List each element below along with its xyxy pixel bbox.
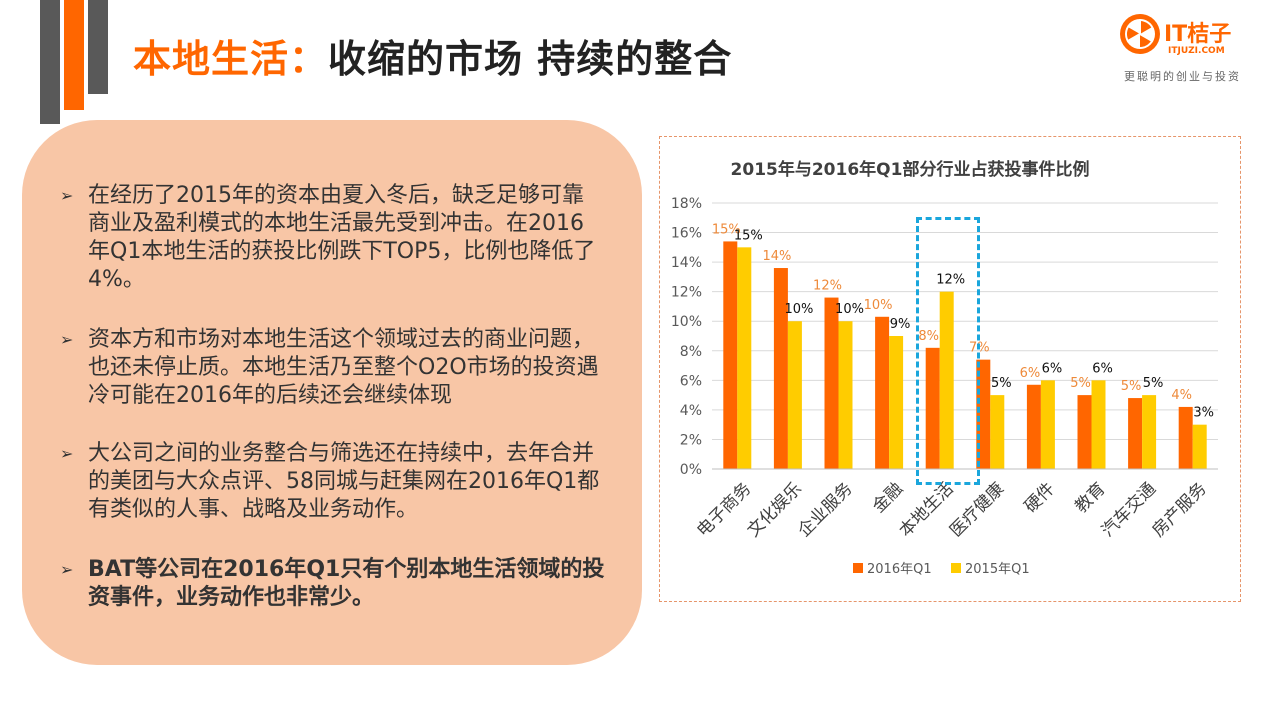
highlight-box-local-life	[916, 217, 980, 485]
bar-2015q1	[939, 291, 954, 469]
page-title-topic: 本地生活：	[133, 37, 329, 81]
y-tick-label: 10%	[671, 314, 702, 330]
chart-title: 2015年与2016年Q1部分行业占获投事件比例	[731, 159, 1090, 180]
data-label-2015q1: 6%	[1092, 361, 1113, 376]
bar-2016q1	[1128, 398, 1143, 469]
data-label-2015q1: 5%	[1143, 376, 1164, 391]
bar-2016q1	[925, 347, 940, 469]
data-label-2016q1: 15%	[712, 222, 741, 237]
legend-swatch-2015q1	[951, 563, 961, 573]
data-label-2015q1: 6%	[1042, 361, 1063, 376]
bar-2015q1	[889, 336, 904, 469]
x-tick-label: 教育	[1071, 479, 1109, 517]
x-tick-label: 企业服务	[794, 479, 856, 541]
x-tick-label: 汽车交通	[1098, 479, 1160, 541]
data-label-2016q1: 5%	[1121, 379, 1142, 394]
data-label-2016q1: 4%	[1171, 388, 1192, 403]
logo-brand-name: IT桔子	[1164, 22, 1232, 47]
x-tick-label: 本地生活	[895, 479, 957, 541]
header-bar-dark-right	[88, 0, 108, 94]
bullet-text: 大公司之间的业务整合与筛选还在持续中，去年合并的美团与大众点评、58同城与赶集网…	[88, 441, 600, 522]
y-tick-label: 18%	[671, 196, 702, 212]
chart-frame: 2015年与2016年Q1部分行业占获投事件比例 0% 2% 4% 6% 8% 10% 12%…	[659, 136, 1241, 602]
bullet-item-2: ➢ 资本方和市场对本地生活这个领域过去的商业问题，也还未停止质。本地生活乃至整个…	[60, 326, 605, 410]
bar-2015q1	[787, 321, 802, 469]
bar-2016q1	[723, 241, 738, 469]
data-label-2015q1: 5%	[991, 376, 1012, 391]
bar-2016q1	[824, 297, 839, 469]
logo-domain: ITJUZI.COM	[1168, 46, 1225, 56]
y-tick-label: 6%	[680, 373, 702, 389]
x-tick-label: 文化娱乐	[744, 479, 806, 541]
bar-2015q1	[990, 395, 1005, 469]
page-title-subtitle: 收缩的市场 持续的整合	[328, 37, 733, 81]
y-tick-label: 14%	[671, 255, 702, 271]
bar-2015q1	[1142, 395, 1157, 469]
data-label-2016q1: 14%	[762, 249, 791, 264]
data-label-2016q1: 5%	[1070, 376, 1091, 391]
bar-2015q1	[1040, 380, 1055, 469]
bar-2015q1	[1192, 424, 1207, 469]
header-bar-orange	[64, 0, 84, 110]
bullet-text: BAT等公司在2016年Q1只有个别本地生活领域的投资事件，业务动作也非常少。	[88, 557, 605, 610]
legend-label-2015q1: 2015年Q1	[965, 562, 1030, 577]
legend-label-2016q1: 2016年Q1	[867, 562, 932, 577]
x-tick-label: 电子商务	[693, 479, 755, 541]
data-label-2015q1: 10%	[835, 302, 864, 317]
y-tick-label: 4%	[680, 403, 702, 419]
data-label-2016q1: 6%	[1020, 366, 1041, 381]
data-label-2015q1: 9%	[890, 317, 911, 332]
logo-slogan: 更聪明的创业与投资	[1124, 70, 1241, 83]
legend-swatch-2016q1	[853, 563, 863, 573]
bar-2016q1	[1178, 406, 1193, 469]
bar-2016q1	[875, 316, 890, 469]
commentary-panel: ➢ 在经历了2015年的资本由夏入冬后，缺乏足够可靠商业及盈利模式的本地生活最先…	[22, 120, 642, 665]
bullet-item-1: ➢ 在经历了2015年的资本由夏入冬后，缺乏足够可靠商业及盈利模式的本地生活最先…	[60, 182, 605, 294]
y-tick-label: 8%	[680, 344, 702, 360]
bar-2016q1	[1077, 395, 1092, 469]
y-tick-label: 2%	[680, 432, 702, 448]
x-tick-label: 房产服务	[1148, 479, 1210, 541]
bullet-item-4: ➢ BAT等公司在2016年Q1只有个别本地生活领域的投资事件，业务动作也非常少…	[60, 556, 605, 612]
bullet-item-3: ➢ 大公司之间的业务整合与筛选还在持续中，去年合并的美团与大众点评、58同城与赶…	[60, 440, 605, 524]
x-tick-label: 硬件	[1021, 479, 1059, 517]
y-tick-label: 0%	[680, 462, 702, 478]
header-bar-dark-left	[40, 0, 60, 124]
bar-2015q1	[838, 321, 853, 469]
page-title: 本地生活：收缩的市场 持续的整合	[133, 28, 732, 83]
arrow-bullet-icon: ➢	[60, 186, 74, 205]
data-label-2016q1: 12%	[813, 279, 842, 294]
arrow-bullet-icon: ➢	[60, 330, 74, 349]
bullet-text: 在经历了2015年的资本由夏入冬后，缺乏足够可靠商业及盈利模式的本地生活最先受到…	[88, 183, 596, 292]
data-label-2015q1: 10%	[784, 302, 813, 317]
bar-chart: 2015年与2016年Q1部分行业占获投事件比例0%2%4%6%8%10%12%…	[671, 159, 1218, 577]
data-label-2015q1: 12%	[936, 273, 965, 288]
bullet-text: 资本方和市场对本地生活这个领域过去的商业问题，也还未停止质。本地生活乃至整个O2…	[88, 327, 599, 408]
arrow-bullet-icon: ➢	[60, 444, 74, 463]
arrow-bullet-icon: ➢	[60, 560, 74, 579]
bar-2015q1	[1091, 380, 1106, 469]
x-tick-label: 医疗健康	[946, 479, 1008, 541]
bar-2016q1	[1026, 384, 1041, 469]
data-label-2015q1: 3%	[1193, 406, 1214, 421]
data-label-2016q1: 10%	[864, 298, 893, 313]
y-tick-label: 12%	[671, 285, 702, 301]
x-tick-label: 金融	[869, 479, 907, 517]
orange-slice-icon	[1120, 14, 1160, 54]
data-label-2015q1: 15%	[734, 228, 763, 243]
data-label-2016q1: 8%	[918, 329, 939, 344]
y-tick-label: 16%	[671, 226, 702, 242]
bar-2016q1	[773, 268, 788, 469]
itjuzi-logo: IT桔子 ITJUZI.COM 更聪明的创业与投资	[1118, 12, 1258, 84]
bar-2015q1	[737, 247, 752, 469]
